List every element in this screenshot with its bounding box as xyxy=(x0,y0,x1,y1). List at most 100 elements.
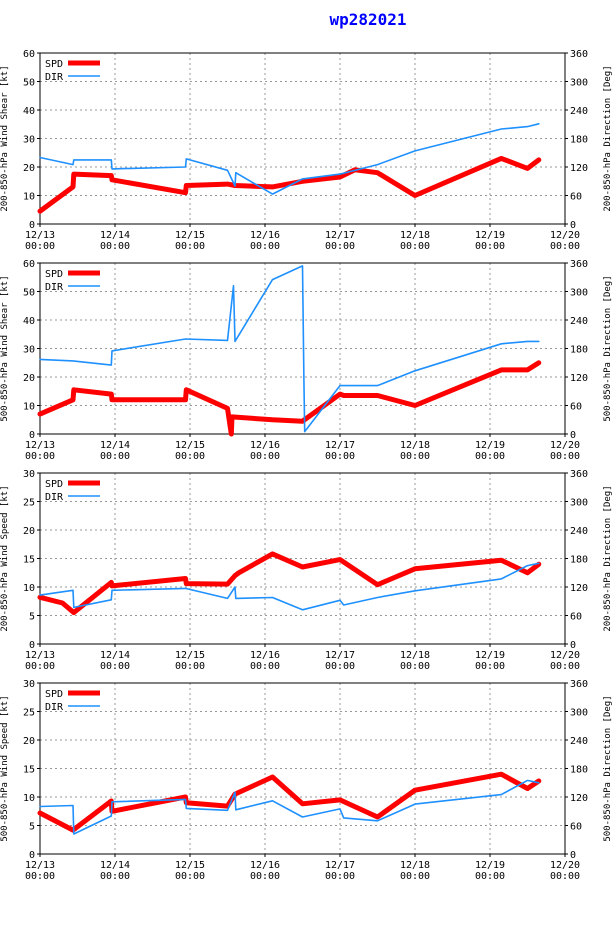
x-tick-label-date: 12/13 xyxy=(25,650,55,661)
y-tick-label-right: 180 xyxy=(570,765,588,776)
x-tick-label-time: 00:00 xyxy=(475,451,505,462)
y-axis-label-right: 200-850-hPa Direction [Deg] xyxy=(603,485,613,631)
y-tick-label-right: 0 xyxy=(570,220,576,231)
x-tick-label-time: 00:00 xyxy=(325,871,355,882)
x-tick-label-date: 12/18 xyxy=(400,440,430,451)
y-axis-label-left: 200-850-hPa Wind Speed [kt] xyxy=(0,485,10,631)
y-tick-label-right: 60 xyxy=(570,612,582,623)
x-tick-label-date: 12/14 xyxy=(100,650,130,661)
y-tick-label-left: 40 xyxy=(23,316,35,327)
y-axis-label-left: 500-850-hPa Wind Shear [kt] xyxy=(0,275,10,421)
x-tick-label-date: 12/17 xyxy=(325,440,355,451)
y-tick-label-left: 30 xyxy=(23,679,35,690)
y-tick-label-right: 0 xyxy=(570,850,576,861)
x-tick-label-time: 00:00 xyxy=(25,451,55,462)
x-tick-label-time: 00:00 xyxy=(25,661,55,672)
series-line-dir xyxy=(39,265,540,433)
y-tick-label-right: 360 xyxy=(570,259,588,270)
x-tick-label-time: 00:00 xyxy=(475,241,505,252)
y-tick-label-right: 60 xyxy=(570,402,582,413)
y-tick-label-right: 120 xyxy=(570,373,588,384)
x-tick-label-time: 00:00 xyxy=(475,661,505,672)
y-tick-label-left: 20 xyxy=(23,526,35,537)
y-tick-label-right: 180 xyxy=(570,345,588,356)
x-tick-label-date: 12/20 xyxy=(550,230,580,241)
y-tick-label-left: 50 xyxy=(23,288,35,299)
x-tick-label-time: 00:00 xyxy=(550,451,580,462)
y-tick-label-right: 300 xyxy=(570,288,588,299)
x-tick-label-time: 00:00 xyxy=(400,661,430,672)
y-tick-label-left: 25 xyxy=(23,498,35,509)
figure-title: wp282021 xyxy=(329,10,406,29)
y-tick-label-left: 30 xyxy=(23,345,35,356)
panel-2: 010203040506006012018024030036012/1300:0… xyxy=(0,259,613,462)
y-tick-label-left: 10 xyxy=(23,192,35,203)
x-tick-label-time: 00:00 xyxy=(550,661,580,672)
y-tick-label-left: 25 xyxy=(23,708,35,719)
x-tick-label-date: 12/16 xyxy=(250,440,280,451)
y-tick-label-left: 0 xyxy=(29,640,35,651)
x-tick-label-time: 00:00 xyxy=(400,241,430,252)
y-tick-label-right: 180 xyxy=(570,555,588,566)
y-tick-label-left: 20 xyxy=(23,373,35,384)
y-tick-label-right: 60 xyxy=(570,822,582,833)
y-axis-label-left: 500-850-hPa Wind Speed [kt] xyxy=(0,695,10,841)
y-tick-label-right: 240 xyxy=(570,316,588,327)
panel-3: 05101520253006012018024030036012/1300:00… xyxy=(0,469,613,672)
y-tick-label-right: 120 xyxy=(570,793,588,804)
x-tick-label-date: 12/19 xyxy=(475,860,505,871)
y-tick-label-right: 60 xyxy=(570,192,582,203)
x-tick-label-time: 00:00 xyxy=(175,871,205,882)
x-tick-label-date: 12/16 xyxy=(250,860,280,871)
y-axis-label-right: 500-850-hPa Direction [Deg] xyxy=(603,695,613,841)
y-tick-label-left: 60 xyxy=(23,49,35,60)
y-tick-label-right: 180 xyxy=(570,135,588,146)
x-tick-label-date: 12/17 xyxy=(325,650,355,661)
x-tick-label-time: 00:00 xyxy=(100,451,130,462)
x-tick-label-date: 12/15 xyxy=(175,230,205,241)
y-tick-label-right: 0 xyxy=(570,430,576,441)
y-tick-label-left: 5 xyxy=(29,822,35,833)
x-tick-label-date: 12/14 xyxy=(100,440,130,451)
x-tick-label-time: 00:00 xyxy=(400,871,430,882)
y-tick-label-right: 300 xyxy=(570,498,588,509)
x-tick-label-time: 00:00 xyxy=(325,241,355,252)
x-tick-label-date: 12/18 xyxy=(400,230,430,241)
y-tick-label-right: 0 xyxy=(570,640,576,651)
x-tick-label-time: 00:00 xyxy=(100,241,130,252)
x-tick-label-date: 12/17 xyxy=(325,860,355,871)
x-tick-label-time: 00:00 xyxy=(325,451,355,462)
x-tick-label-time: 00:00 xyxy=(100,661,130,672)
x-tick-label-time: 00:00 xyxy=(175,451,205,462)
x-tick-label-time: 00:00 xyxy=(250,241,280,252)
panel-4: 05101520253006012018024030036012/1300:00… xyxy=(0,679,613,882)
y-tick-label-left: 10 xyxy=(23,793,35,804)
x-tick-label-time: 00:00 xyxy=(250,661,280,672)
y-tick-label-left: 0 xyxy=(29,850,35,861)
legend-label-dir: DIR xyxy=(45,282,64,293)
y-tick-label-left: 20 xyxy=(23,736,35,747)
y-axis-label-right: 500-850-hPa Direction [Deg] xyxy=(603,275,613,421)
y-tick-label-right: 360 xyxy=(570,469,588,480)
legend-label-dir: DIR xyxy=(45,702,64,713)
x-tick-label-time: 00:00 xyxy=(175,241,205,252)
legend-label-spd: SPD xyxy=(45,479,63,490)
x-tick-label-time: 00:00 xyxy=(175,661,205,672)
y-tick-label-right: 300 xyxy=(570,78,588,89)
series-line-spd xyxy=(37,551,542,616)
y-tick-label-right: 300 xyxy=(570,708,588,719)
y-tick-label-right: 360 xyxy=(570,679,588,690)
x-tick-label-date: 12/14 xyxy=(100,860,130,871)
x-tick-label-time: 00:00 xyxy=(550,871,580,882)
y-tick-label-left: 30 xyxy=(23,135,35,146)
x-tick-label-date: 12/15 xyxy=(175,440,205,451)
y-axis-label-left: 200-850-hPa Wind Shear [kt] xyxy=(0,65,10,211)
x-tick-label-time: 00:00 xyxy=(325,661,355,672)
series-line-dir xyxy=(39,123,540,195)
series-line-spd xyxy=(37,155,542,214)
x-tick-label-date: 12/16 xyxy=(250,650,280,661)
y-tick-label-left: 5 xyxy=(29,612,35,623)
y-tick-label-left: 0 xyxy=(29,220,35,231)
x-tick-label-date: 12/13 xyxy=(25,440,55,451)
